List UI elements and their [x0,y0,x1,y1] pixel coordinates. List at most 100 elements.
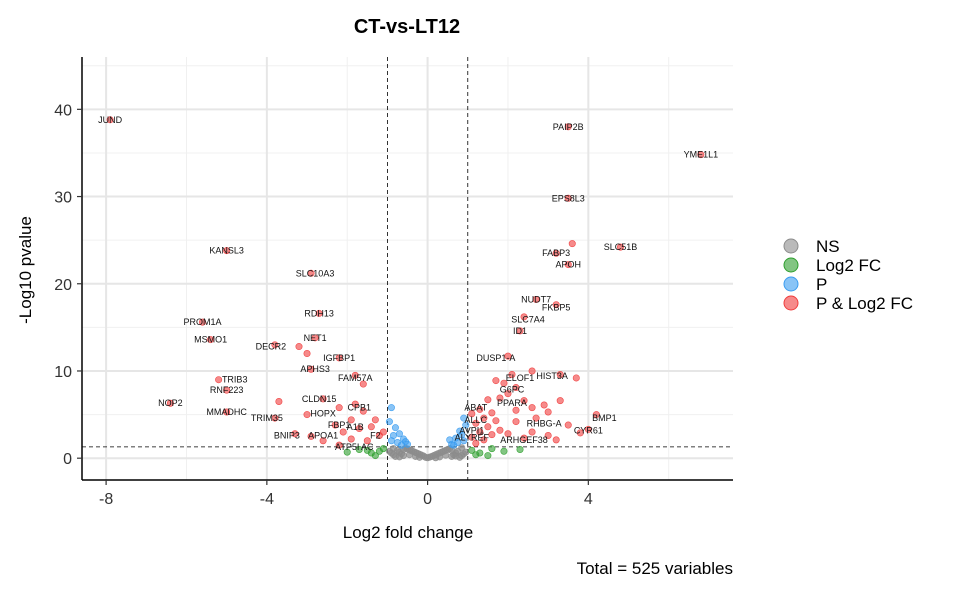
point-p-log2-fc [351,371,359,379]
point-p-log2-fc [315,309,323,317]
point-p-log2-fc [331,421,339,429]
legend-label-p-log2-fc: P & Log2 FC [816,294,913,313]
point-p-log2-fc [379,428,387,436]
gene-label: BMP1 [592,413,617,423]
point-p-log2-fc [347,435,355,443]
point-ns [442,451,450,459]
point-p-log2-fc [552,436,560,444]
point-p [446,436,454,444]
point-p-log2-fc [520,434,528,442]
gene-label: MMADHC [206,407,247,417]
point-p-log2-fc [480,414,488,422]
point-ns [389,445,397,453]
gene-label: TRIB3 [222,375,248,385]
x-tick-label: -8 [99,491,113,508]
point-p-log2-fc [468,433,476,441]
point-p-log2-fc [339,428,347,436]
gene-label: ALLC [465,415,488,425]
legend-label-p: P [816,275,827,294]
gene-label: FABP3 [542,248,570,258]
point-p-log2-fc [480,436,488,444]
point-log2-fc [516,445,524,453]
point-log2-fc [472,451,480,459]
point-p-log2-fc [347,416,355,424]
point-log2-fc [488,445,496,453]
gene-labels: JUND PAIP2B YME1L1 EPS8L3 KANSL3 SLC51B FABP3 A… [98,115,718,452]
gene-label: ALYREF [455,432,490,442]
point-p-log2-fc [484,396,492,404]
gene-label: FBP1 [328,420,351,430]
point-p-log2-fc [564,421,572,429]
gene-label: PPARA [497,398,527,408]
point-p-log2-fc [207,336,215,344]
point-log2-fc [379,445,387,453]
gene-label: AVPI1 [459,425,484,435]
point-p-log2-fc [223,386,231,394]
gene-label: DUSP1-A [476,353,515,363]
point-p-log2-fc [472,419,480,427]
y-axis-title: -Log10 pvalue [16,216,35,324]
point-p-log2-fc [544,432,552,440]
point-p [458,431,466,439]
plot-area: JUND PAIP2B YME1L1 EPS8L3 KANSL3 SLC51B FABP3 A… [54,57,733,508]
gene-label: HOPX [310,409,336,419]
point-p-log2-fc [504,390,512,398]
point-ns [395,453,403,461]
point-p-log2-fc [351,400,359,408]
gene-label: RNF223 [210,385,244,395]
point-log2-fc [355,445,363,453]
point-p-log2-fc [552,301,560,309]
point-p-log2-fc [492,377,500,385]
point-p-log2-fc [492,417,500,425]
point-p-log2-fc [484,423,492,431]
point-log2-fc [468,446,476,454]
point-p-log2-fc [335,441,343,449]
point-p-log2-fc [335,404,343,412]
legend-label-log2-fc: Log2 FC [816,256,881,275]
point-p-log2-fc [215,376,223,384]
point-p-log2-fc [500,379,508,387]
point-p-log2-fc [303,411,311,419]
point-p [387,404,395,412]
point-p-log2-fc [697,151,705,159]
gene-label: APHS3 [300,364,330,374]
gene-label: YME1L1 [684,150,719,160]
point-p [391,424,399,432]
point-p-log2-fc [488,409,496,417]
gene-label: F2 [370,431,381,441]
point-p-log2-fc [303,350,311,358]
point-p-log2-fc [307,269,315,277]
point-p-log2-fc [476,428,484,436]
point-ns [406,451,414,459]
point-p-log2-fc [199,318,207,326]
gene-label: JUND [98,115,122,125]
point-p-log2-fc [504,430,512,438]
y-tick-label: 20 [54,277,72,294]
gene-label: AC [361,442,374,452]
point-p [462,421,470,429]
gene-label: SLC51B [604,242,638,252]
point-p [385,418,393,426]
point-log2-fc [500,447,508,455]
gene-label: NOP2 [158,398,183,408]
legend-label-ns: NS [816,237,840,256]
point-p-log2-fc [528,367,536,375]
point-p-log2-fc [616,243,624,251]
x-tick-label: 4 [584,491,593,508]
point-p-log2-fc [307,432,315,440]
point-p-log2-fc [556,370,564,378]
gene-label: FKBP5 [542,302,571,312]
gene-label: KANSL3 [209,246,244,256]
point-p-log2-fc [532,295,540,303]
cutoff-lines [82,57,733,480]
point-p-log2-fc [512,384,520,392]
gene-label: SLC7A4 [511,315,545,325]
point-p-log2-fc [564,261,572,269]
y-tick-label: 30 [54,190,72,207]
gene-label: CPB1 [348,403,372,413]
point-p-log2-fc [564,194,572,202]
point-ns [458,444,466,452]
caption-total: Total = 525 variables [577,559,733,578]
